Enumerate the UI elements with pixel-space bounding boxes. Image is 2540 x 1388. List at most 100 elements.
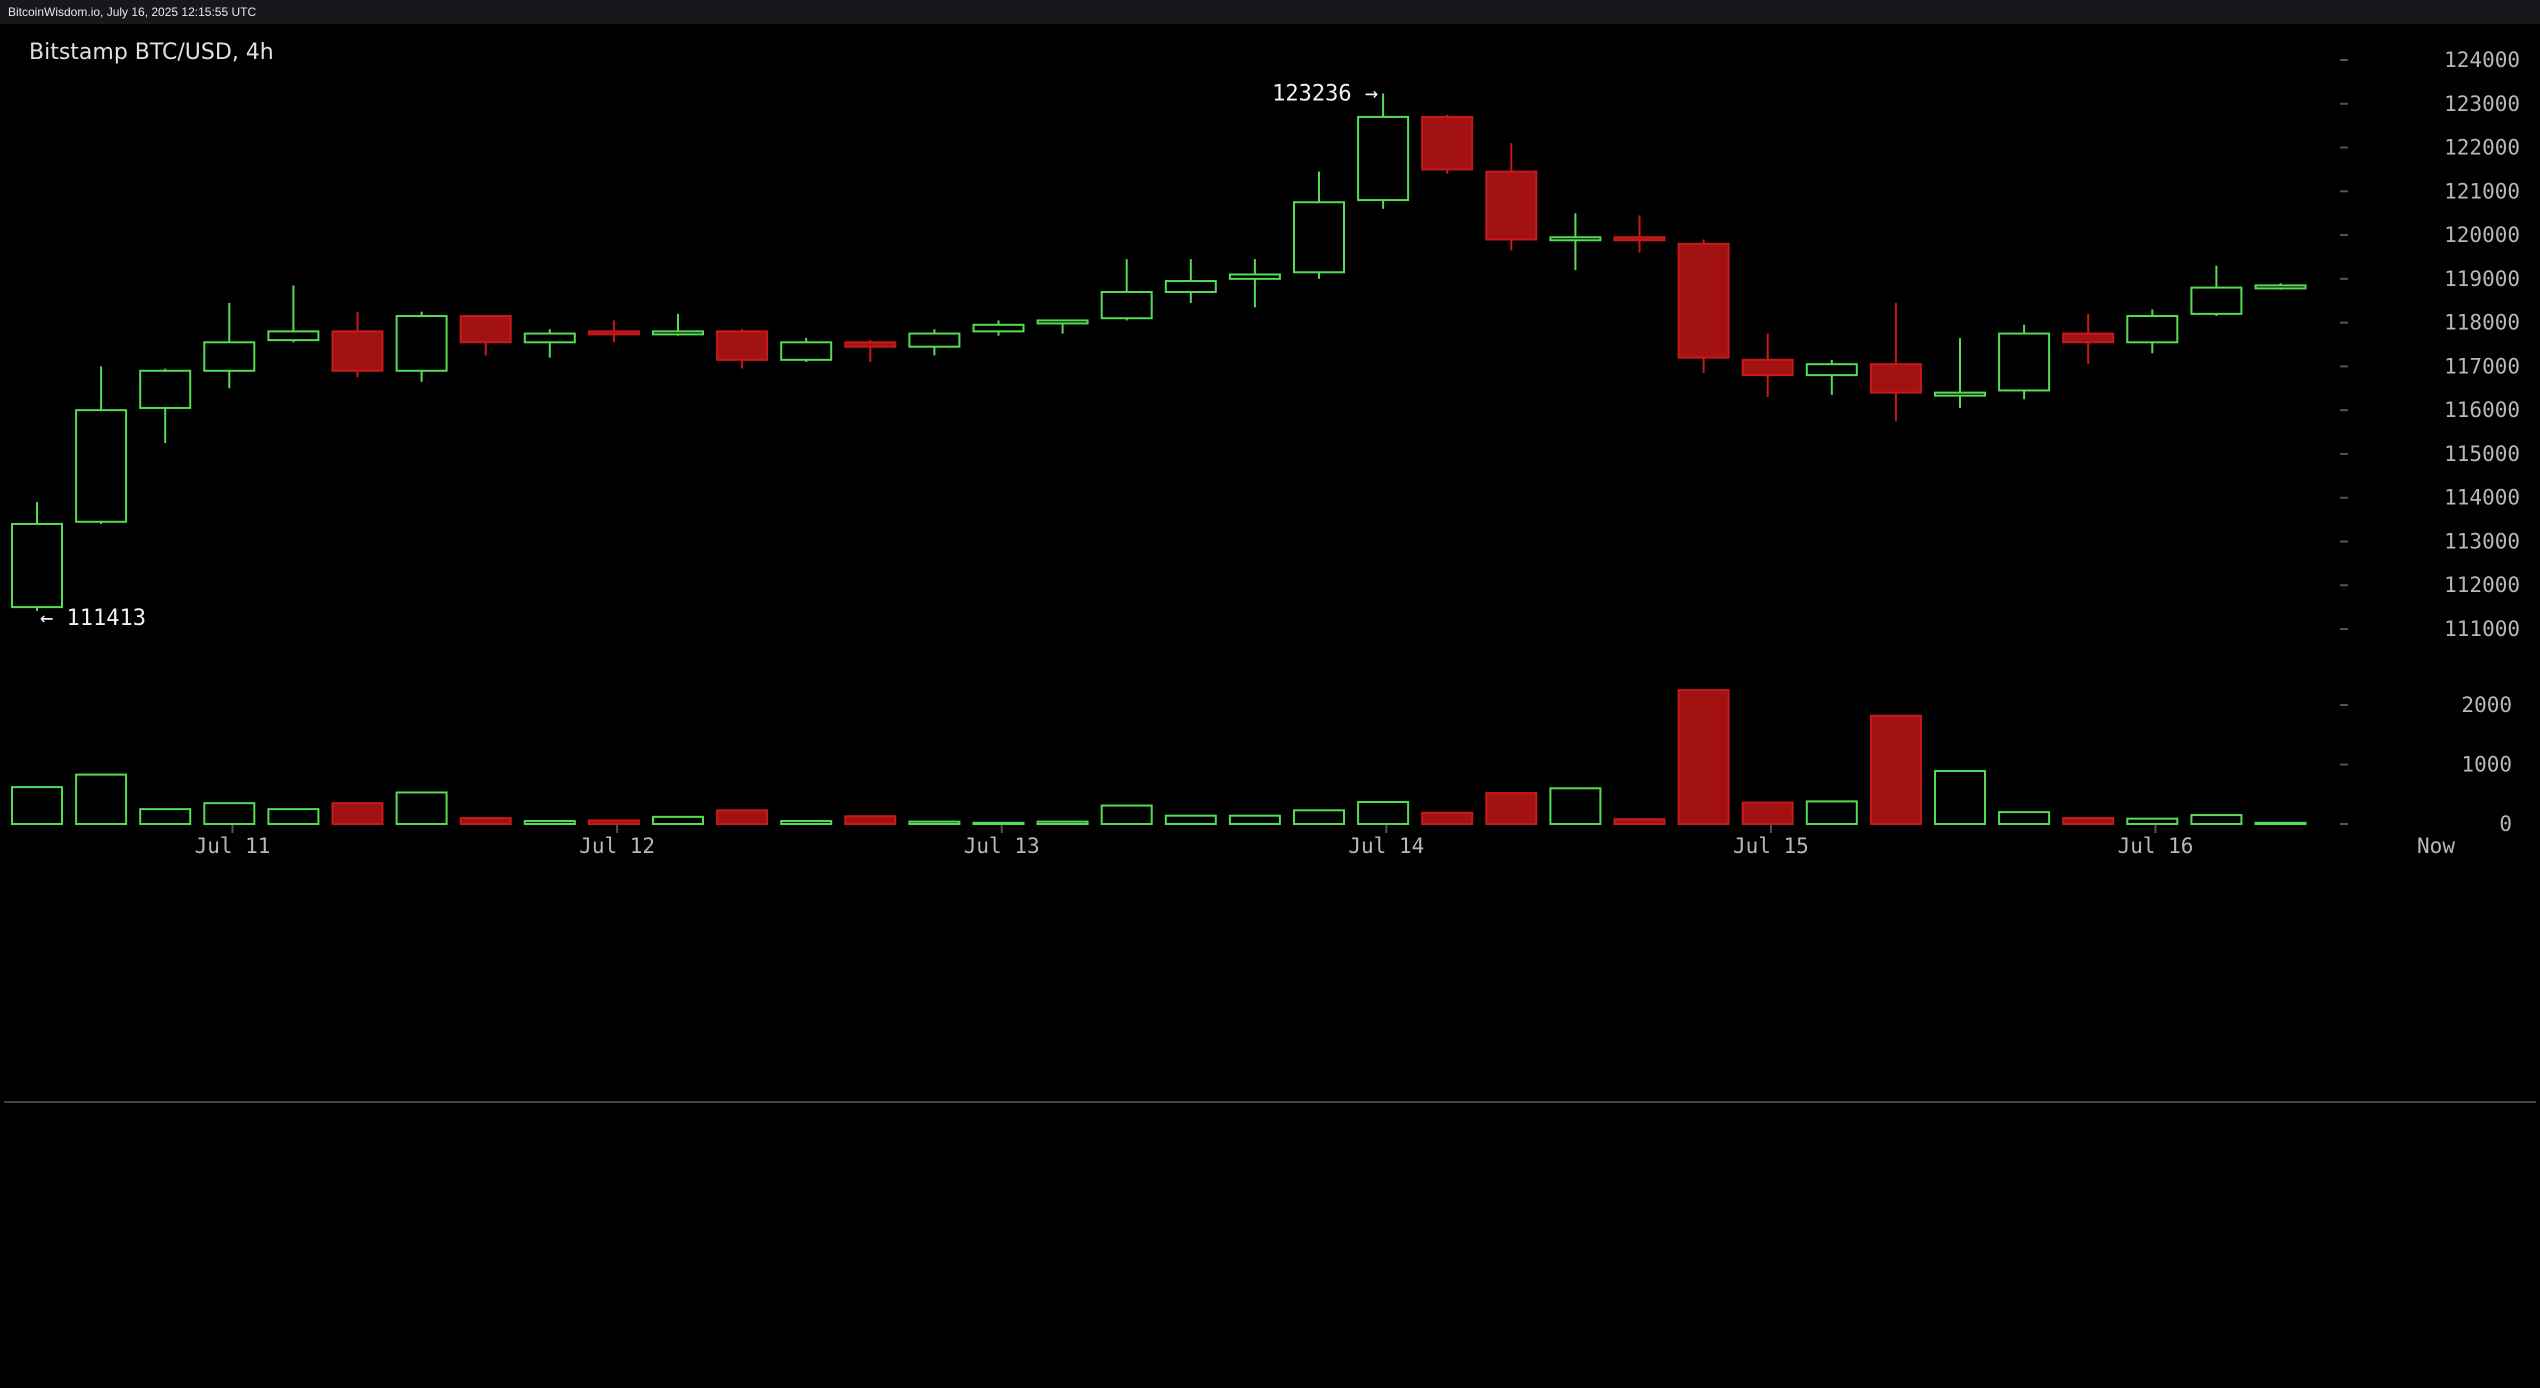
volume-bar: [1998, 811, 2051, 825]
candle-body: [523, 332, 576, 344]
candle-body: [1741, 358, 1794, 377]
candle: [331, 311, 384, 378]
price-axis: 111000 112000 113000 114000 115000 116000 1170…: [2340, 48, 2520, 641]
candle: [1421, 114, 1474, 174]
volume-bar: [1357, 800, 1410, 825]
candle: [1228, 259, 1281, 308]
candle-body: [1869, 363, 1922, 394]
candle: [267, 285, 320, 343]
volume-bar: [716, 809, 769, 826]
candle: [1485, 143, 1538, 251]
volume-tick-label: 1000: [2461, 753, 2512, 777]
candle-body: [139, 369, 192, 409]
candle-body: [1164, 280, 1217, 293]
candle-body: [716, 330, 769, 361]
price-tick-label: 120000: [2444, 223, 2520, 247]
header-bar: BitcoinWisdom.io, July 16, 2025 12:15:55…: [0, 0, 2540, 24]
candle: [1869, 302, 1922, 422]
volume-bar: [2126, 817, 2179, 826]
volume-bar: [11, 786, 63, 825]
volume-axis: 0 1000 2000: [2340, 693, 2512, 836]
candle-body: [2126, 315, 2179, 344]
candle: [75, 366, 128, 524]
time-tick-label: Jul 14: [1348, 834, 1424, 858]
candle-body: [1421, 115, 1474, 171]
candle: [11, 502, 63, 611]
candle-body: [267, 330, 320, 342]
time-tick-label: Jul 12: [579, 834, 655, 858]
candle-body: [1036, 319, 1089, 325]
candle-body: [2254, 284, 2307, 290]
volume-bar: [587, 819, 640, 825]
price-chart[interactable]: Bitstamp BTC/USD, 4h 1110001120001130001…: [4, 24, 2536, 1388]
candle: [1677, 239, 1730, 373]
candle: [2062, 313, 2115, 365]
volume-bar: [1293, 809, 1345, 826]
candle-body: [908, 332, 961, 348]
volume-bar: [2190, 814, 2243, 826]
candle: [139, 368, 192, 443]
candle: [652, 313, 704, 336]
candle-body: [1485, 170, 1538, 241]
volume-bar: [780, 820, 833, 826]
volume-bar: [203, 802, 256, 825]
volume-bar: [972, 821, 1025, 825]
price-tick-label: 113000: [2444, 529, 2520, 553]
volume-bar: [139, 808, 192, 825]
price-tick-label: 114000: [2444, 486, 2520, 510]
candle: [908, 329, 961, 356]
volume-bar: [1421, 811, 1474, 826]
chart-title: Bitstamp BTC/USD, 4h: [29, 40, 274, 65]
candle-body: [203, 341, 256, 372]
candle: [972, 320, 1025, 336]
volume-bar: [523, 820, 576, 826]
time-axis: Jul 11 Jul 12 Jul 13 Jul 14 Jul 15 Jul 16 Now: [195, 825, 2455, 858]
candle: [587, 320, 640, 343]
candle-body: [1549, 236, 1602, 242]
candle-body: [459, 315, 512, 344]
candle-body: [972, 323, 1025, 333]
candle-body: [1357, 115, 1410, 202]
volume-bar: [1549, 787, 1602, 825]
volume-bar: [1613, 818, 1666, 825]
time-tick-label: Now: [2417, 834, 2455, 858]
candle: [1934, 337, 1986, 408]
candle: [1613, 215, 1666, 253]
high-price-label: 123236 →: [1272, 81, 1378, 106]
volume-bar: [1869, 714, 1922, 826]
price-tick-label: 121000: [2444, 179, 2520, 203]
price-tick-label: 115000: [2444, 442, 2520, 466]
price-tick-label: 116000: [2444, 398, 2520, 422]
candle-body: [75, 409, 128, 523]
candle-body: [331, 330, 384, 372]
price-tick-label: 119000: [2444, 267, 2520, 291]
volume-bar: [1164, 814, 1217, 825]
candle-body: [1998, 332, 2051, 392]
volume-bar: [1485, 792, 1538, 825]
candle: [2190, 265, 2243, 317]
candle: [844, 340, 897, 363]
candle-body: [2190, 286, 2243, 315]
volume-bar: [75, 773, 128, 825]
candle-body: [1805, 363, 1858, 377]
volume-bar: [331, 802, 384, 825]
candle-body: [1613, 236, 1666, 242]
volume-series: [11, 689, 2307, 826]
candle-body: [1228, 273, 1281, 280]
candle: [1805, 359, 1858, 395]
candle-body: [587, 330, 640, 336]
candle-body: [652, 330, 704, 336]
volume-bar: [844, 815, 897, 826]
time-tick-label: Jul 16: [2118, 834, 2194, 858]
price-tick-label: 123000: [2444, 92, 2520, 116]
candle-body: [1100, 290, 1153, 320]
candle-body: [1293, 201, 1345, 274]
time-tick-label: Jul 11: [195, 834, 271, 858]
candle-body: [780, 341, 833, 361]
candle-body: [395, 315, 448, 372]
candle-body: [1934, 391, 1986, 397]
volume-bar: [1934, 770, 1986, 825]
candle: [716, 329, 769, 369]
candle: [1741, 333, 1794, 398]
volume-bar: [1228, 814, 1281, 825]
